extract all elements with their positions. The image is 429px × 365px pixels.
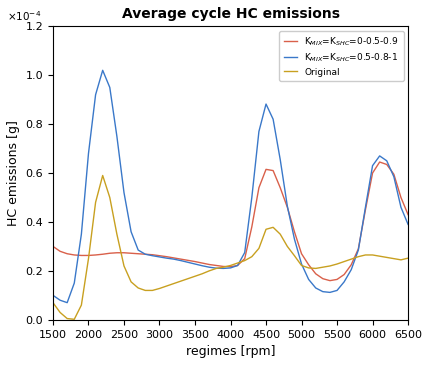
- X-axis label: regimes [rpm]: regimes [rpm]: [186, 345, 275, 358]
- Text: $\times10^{-4}$: $\times10^{-4}$: [7, 9, 41, 23]
- Title: Average cycle HC emissions: Average cycle HC emissions: [121, 7, 339, 21]
- Legend: K$_{MIX}$=K$_{SHC}$=0-0.5-0.9, K$_{MIX}$=K$_{SHC}$=0.5-0.8-1, Original: K$_{MIX}$=K$_{SHC}$=0-0.5-0.9, K$_{MIX}$…: [279, 31, 404, 81]
- Y-axis label: HC emissions [g]: HC emissions [g]: [7, 120, 20, 226]
